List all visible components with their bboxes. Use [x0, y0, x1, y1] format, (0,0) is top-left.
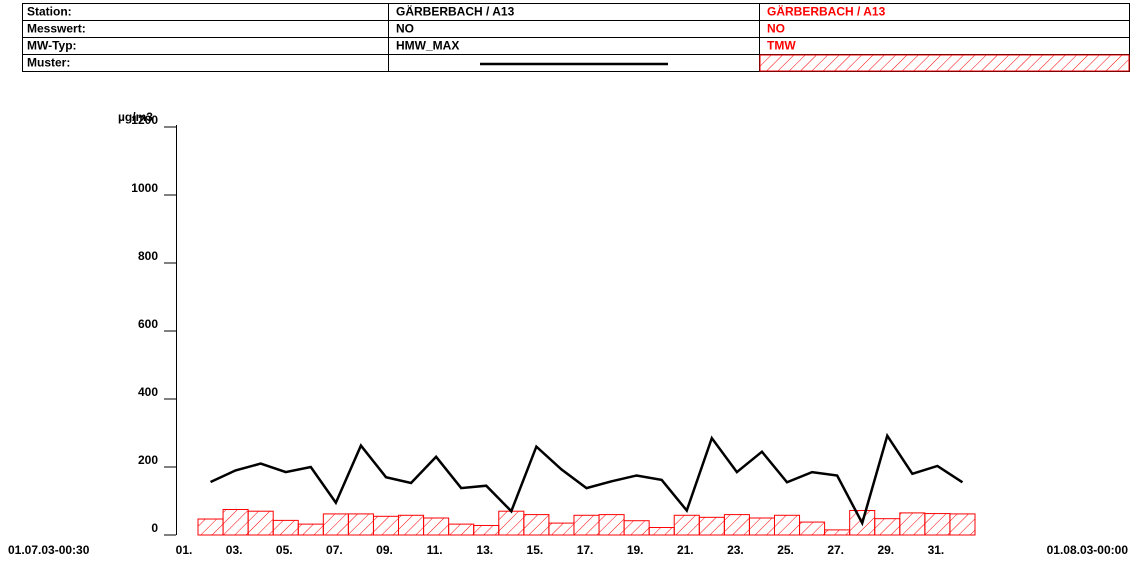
x-tick-label: 01. [176, 543, 193, 557]
cell: GÄRBERBACH / A13 [767, 4, 886, 19]
bar [849, 510, 876, 536]
x-end-label: 01.08.03-00:00 [1047, 543, 1129, 557]
x-tick-label: 29. [877, 543, 894, 557]
y-axis-label: µg/m3 [118, 110, 153, 124]
y-tick-label: 1200 [131, 113, 158, 127]
bar [773, 514, 801, 536]
x-tick-label: 25. [777, 543, 794, 557]
y-tick-label: 1000 [131, 181, 158, 195]
bar [398, 514, 425, 536]
bar [347, 513, 374, 536]
y-tick-label: 200 [138, 453, 158, 467]
bar [448, 523, 475, 536]
bar [372, 515, 400, 536]
cell: NO [396, 22, 414, 36]
y-tick-label: 0 [151, 521, 158, 535]
x-tick-label: 23. [727, 543, 744, 557]
bar [548, 522, 575, 536]
cell: Muster: [27, 56, 70, 70]
bar [673, 514, 700, 536]
x-tick-label: 09. [376, 543, 393, 557]
cell: NO [767, 22, 785, 36]
bar [598, 514, 625, 536]
bar [824, 529, 851, 536]
y-tick-label: 600 [138, 317, 158, 331]
bar [272, 519, 299, 536]
x-tick-label: 15. [527, 543, 544, 557]
y-tick-label: 400 [138, 385, 158, 399]
cell: Messwert: [27, 22, 86, 36]
header-table [22, 3, 1130, 72]
hatch-sample [759, 54, 1130, 72]
cell: MW-Typ: [27, 39, 77, 53]
bar [874, 518, 901, 536]
bar [949, 513, 976, 536]
bar [297, 523, 324, 536]
bar [723, 514, 750, 536]
x-tick-label: 19. [627, 543, 644, 557]
bar [899, 512, 926, 536]
x-tick-label: 27. [827, 543, 844, 557]
bar [197, 518, 224, 536]
bar [799, 521, 826, 536]
bar [423, 517, 450, 536]
bar [222, 509, 249, 536]
bar [748, 517, 775, 536]
x-tick-label: 07. [326, 543, 343, 557]
x-tick-label: 13. [476, 543, 493, 557]
y-tick-label: 800 [138, 249, 158, 263]
bar [648, 527, 675, 536]
bar [698, 516, 725, 536]
bar [623, 520, 650, 536]
x-tick-label: 21. [677, 543, 694, 557]
cell: GÄRBERBACH / A13 [396, 4, 515, 19]
bar [573, 514, 600, 536]
bar [322, 513, 349, 536]
bar [247, 510, 274, 536]
x-tick-label: 17. [577, 543, 594, 557]
x-tick-label: 03. [226, 543, 243, 557]
x-tick-label: 31. [928, 543, 945, 557]
x-tick-label: 05. [276, 543, 293, 557]
bar [473, 524, 500, 536]
bar [498, 510, 525, 536]
line [210, 432, 964, 527]
x-tick-label: 11. [427, 543, 443, 557]
bar [924, 513, 951, 536]
bar [523, 514, 550, 536]
cell: HMW_MAX [396, 39, 459, 53]
x-start-label: 01.07.03-00:30 [8, 543, 90, 557]
cell: Station: [27, 5, 72, 19]
cell: TMW [767, 39, 796, 53]
